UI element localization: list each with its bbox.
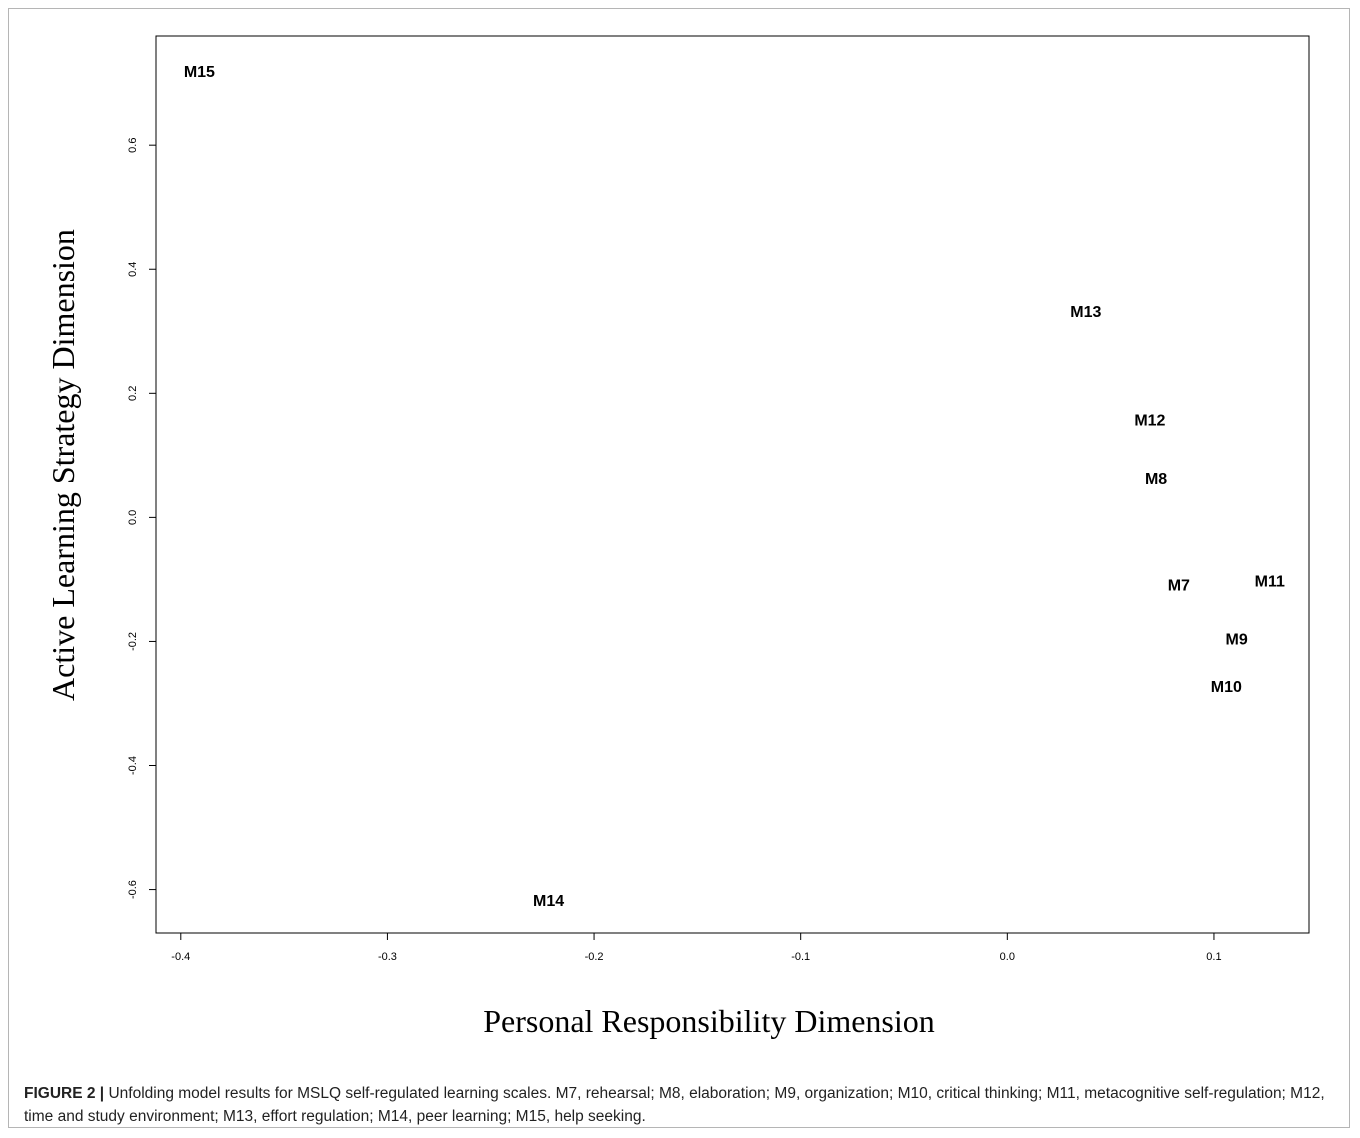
y-tick-label: -0.6 xyxy=(127,880,139,899)
point-label-m9: M9 xyxy=(1226,632,1248,649)
point-label-m13: M13 xyxy=(1070,304,1101,321)
y-tick-label: 0.4 xyxy=(127,262,139,277)
x-tick-label: -0.2 xyxy=(585,951,604,963)
point-label-m10: M10 xyxy=(1211,679,1242,696)
x-axis: -0.4 -0.3 -0.2 -0.1 0.0 0.1 xyxy=(171,933,1222,963)
x-tick-label: -0.3 xyxy=(378,951,397,963)
figure-caption: FIGURE 2 | Unfolding model results for M… xyxy=(24,1082,1334,1128)
point-label-m11: M11 xyxy=(1255,573,1285,590)
point-label-m12: M12 xyxy=(1134,413,1165,430)
plot-area xyxy=(155,35,1310,934)
caption-label: FIGURE 2 | xyxy=(24,1085,105,1102)
y-tick-label: 0.2 xyxy=(127,386,139,401)
x-tick-label: 0.0 xyxy=(1000,951,1015,963)
x-tick-label: -0.1 xyxy=(791,951,810,963)
y-axis: -0.6 -0.4 -0.2 0.0 0.2 0.4 0.6 xyxy=(127,138,156,899)
point-label-m14: M14 xyxy=(533,893,564,910)
x-tick-label: -0.4 xyxy=(171,951,190,963)
caption-text: Unfolding model results for MSLQ self-re… xyxy=(24,1085,1325,1125)
y-tick-label: -0.2 xyxy=(127,632,139,651)
y-tick-label: 0.0 xyxy=(127,510,139,525)
point-label-m15: M15 xyxy=(184,64,215,81)
y-axis-title: Active Learning Strategy Dimension xyxy=(45,229,81,701)
x-tick-label: 0.1 xyxy=(1206,951,1221,963)
y-tick-label: -0.4 xyxy=(127,756,139,775)
scatter-chart: -0.4 -0.3 -0.2 -0.1 0.0 0.1 -0.6 -0.4 -0.2 0.0 0.… xyxy=(45,35,1310,1039)
point-labels: M7 M8 M9 M10 M11 M12 M13 M14 M15 xyxy=(184,64,1285,910)
figure-frame xyxy=(8,8,1350,1128)
point-label-m8: M8 xyxy=(1145,471,1167,488)
y-tick-label: 0.6 xyxy=(127,138,139,153)
x-axis-title: Personal Responsibility Dimension xyxy=(483,1003,935,1039)
point-label-m7: M7 xyxy=(1168,578,1190,595)
